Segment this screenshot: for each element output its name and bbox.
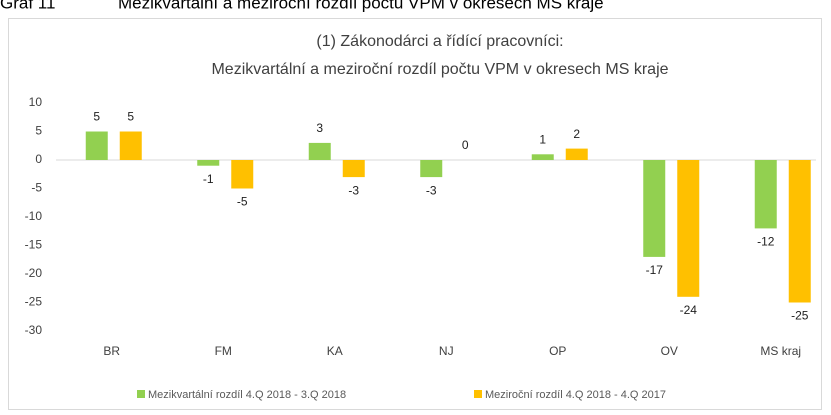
legend-swatch: [474, 390, 482, 398]
y-tick-label: -10: [25, 209, 43, 223]
chart-subtitle: Mezikvartální a meziroční rozdíl počtu V…: [211, 61, 668, 78]
bar: [119, 131, 142, 160]
bar: [788, 160, 811, 303]
data-label: -25: [791, 309, 809, 323]
data-label: 5: [93, 110, 100, 124]
data-label: 0: [462, 138, 469, 152]
x-tick-label: OV: [661, 344, 678, 358]
bar: [342, 160, 365, 178]
bar: [197, 160, 220, 166]
caption-label: Graf 11: [0, 0, 55, 12]
data-label: 3: [316, 121, 323, 135]
chart-title: (1) Zákonodárci a řídící pracovníci:: [316, 33, 563, 50]
data-label: -17: [646, 263, 664, 277]
x-tick-label: KA: [327, 344, 343, 358]
y-tick-label: 5: [35, 124, 42, 138]
x-tick-label: MS kraj: [760, 344, 801, 358]
data-label: 2: [573, 127, 580, 141]
data-label: 1: [539, 132, 546, 146]
y-tick-label: 10: [29, 95, 43, 109]
bar: [85, 131, 108, 160]
y-tick-label: -5: [31, 181, 42, 195]
legend-label: Meziroční rozdíl 4.Q 2018 - 4.Q 2017: [485, 389, 666, 401]
bar: [231, 160, 254, 189]
data-label: -3: [426, 183, 437, 197]
y-tick-label: -30: [25, 323, 43, 337]
y-tick-label: 0: [35, 152, 42, 166]
x-tick-label: FM: [215, 344, 232, 358]
x-tick-label: NJ: [439, 344, 454, 358]
bar: [643, 160, 666, 257]
bar: [754, 160, 777, 229]
bar: [677, 160, 700, 297]
data-label: -1: [203, 172, 214, 186]
bar: [420, 160, 443, 178]
data-label: -12: [757, 235, 775, 249]
caption-text: Mezikvartální a meziroční rozdíl počtu V…: [118, 0, 604, 12]
y-tick-label: -20: [25, 266, 43, 280]
bar: [565, 148, 588, 160]
bar: [531, 154, 554, 160]
data-label: -24: [680, 303, 698, 317]
data-label: -5: [237, 195, 248, 209]
y-tick-label: -25: [25, 295, 43, 309]
x-tick-label: BR: [103, 344, 120, 358]
legend-label: Mezikvartální rozdíl 4.Q 2018 - 3.Q 2018: [148, 389, 346, 401]
x-tick-label: OP: [549, 344, 566, 358]
y-tick-label: -15: [25, 238, 43, 252]
legend-swatch: [137, 390, 145, 398]
data-label: -3: [348, 183, 359, 197]
data-label: 5: [127, 110, 134, 124]
bar: [308, 142, 331, 160]
